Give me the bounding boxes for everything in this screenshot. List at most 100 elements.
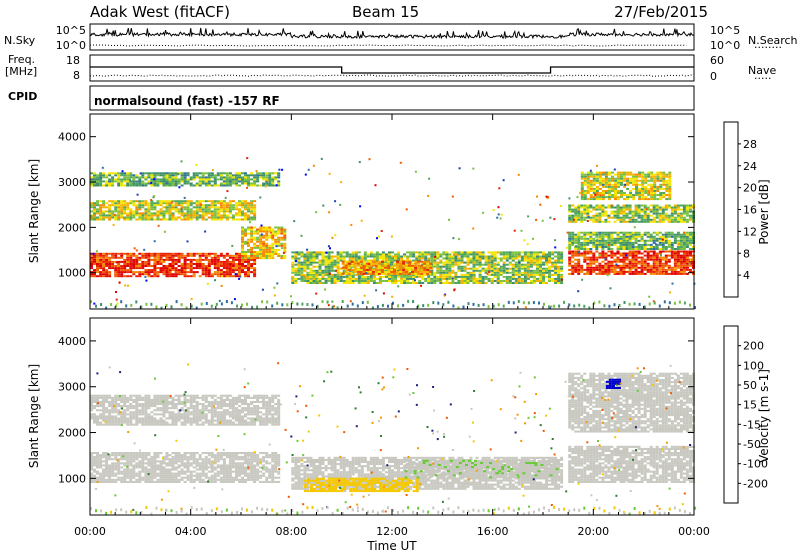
power-cell-r4 — [560, 259, 564, 262]
power-cell-r4 — [548, 277, 551, 280]
power-ground-speckle — [296, 302, 299, 306]
power-cell-r1 — [271, 242, 275, 245]
power-cell-r4 — [493, 253, 497, 256]
power-cell-r4 — [451, 282, 455, 284]
power-cell-r4 — [526, 261, 530, 264]
power-cell-r0 — [171, 256, 175, 259]
power-cell-r2 — [250, 216, 254, 219]
power-cell-r6 — [673, 270, 677, 273]
power-cell-r8 — [631, 214, 635, 217]
power-cell-r0 — [129, 258, 133, 261]
power-cell-r4 — [421, 282, 425, 284]
power-cell-r0 — [201, 254, 205, 257]
power-cell-r0 — [189, 269, 193, 272]
power-cell-r0 — [192, 267, 196, 270]
power-cell-r0 — [213, 256, 217, 259]
power-ytick-label: 3000 — [58, 176, 86, 189]
power-cell-r4 — [321, 275, 325, 278]
power-cell-r4 — [351, 251, 355, 254]
power-speckle — [144, 275, 147, 278]
power-cell-r6 — [589, 258, 593, 261]
power-cell-r0 — [132, 271, 136, 274]
power-cell-r4 — [505, 282, 509, 284]
power-cell-r9 — [626, 171, 630, 174]
power-cell-r8 — [670, 206, 674, 209]
power-cell-r3 — [277, 174, 281, 177]
power-cell-r5 — [380, 264, 384, 267]
power-cell-r7 — [601, 235, 605, 238]
power-ground-speckle — [593, 301, 596, 305]
power-cell-r7 — [568, 235, 572, 238]
power-cell-r2 — [90, 204, 93, 207]
power-speckle — [391, 295, 394, 298]
power-cell-r6 — [601, 272, 605, 275]
power-cell-r6 — [610, 252, 614, 255]
power-cell-r2 — [126, 212, 130, 215]
power-cell-r9 — [611, 175, 614, 178]
power-cell-r8 — [646, 206, 650, 209]
power-cell-r7 — [689, 239, 692, 242]
power-cell-r3 — [111, 180, 115, 183]
power-cell-r0 — [180, 271, 184, 274]
power-cell-r8 — [598, 220, 602, 223]
power-cell-r0 — [147, 275, 151, 278]
power-cell-r4 — [457, 282, 461, 284]
power-cell-r1 — [256, 246, 260, 249]
power-cell-r3 — [168, 172, 172, 175]
power-cell-r3 — [274, 176, 278, 179]
power-cell-r7 — [637, 235, 641, 238]
power-cell-r3 — [183, 174, 187, 177]
power-cell-r4 — [345, 277, 349, 280]
power-cell-r0 — [216, 271, 220, 274]
power-cell-r5 — [368, 268, 372, 271]
power-ground-speckle — [694, 306, 696, 310]
power-cell-r1 — [241, 236, 244, 239]
power-cell-r0 — [165, 271, 169, 274]
power-cell-r4 — [372, 259, 376, 262]
power-cell-r1 — [277, 242, 281, 245]
power-cell-r4 — [481, 251, 485, 254]
power-cell-r9 — [653, 183, 657, 186]
power-cell-r7 — [649, 246, 653, 248]
power-cell-r9 — [586, 187, 590, 190]
power-cell-r1 — [244, 232, 247, 235]
power-cell-r6 — [679, 268, 683, 271]
power-cell-r8 — [649, 204, 653, 207]
power-cell-r0 — [165, 273, 169, 276]
power-cell-r2 — [90, 202, 93, 205]
power-cell-r2 — [162, 206, 166, 209]
power-cell-r4 — [312, 280, 316, 282]
power-cell-r4 — [481, 269, 485, 272]
power-cell-r5 — [347, 260, 351, 263]
power-cell-r6 — [664, 262, 668, 265]
power-cell-r5 — [371, 264, 375, 267]
power-cell-r0 — [207, 269, 211, 272]
power-cell-r9 — [617, 190, 620, 192]
power-cell-r2 — [250, 202, 254, 205]
power-cell-r4 — [514, 271, 518, 274]
power-cell-r4 — [412, 282, 416, 284]
power-cell-r0 — [222, 254, 226, 257]
power-cell-r4 — [514, 280, 518, 282]
power-cell-r8 — [676, 220, 680, 223]
power-cell-r1 — [256, 257, 260, 260]
power-cell-r2 — [153, 206, 157, 209]
power-cell-r4 — [554, 273, 558, 276]
power-cell-r4 — [430, 280, 434, 282]
power-ground-speckle — [648, 302, 651, 306]
power-cell-r9 — [620, 194, 623, 196]
power-cell-r2 — [219, 214, 223, 217]
power-cell-r2 — [235, 212, 238, 215]
power-cell-r7 — [613, 237, 617, 240]
nsearch-legend-line: ········ — [754, 41, 782, 54]
power-speckle — [127, 284, 129, 287]
power-cell-r2 — [231, 216, 235, 219]
power-cell-r4 — [397, 280, 400, 282]
power-cell-r4 — [433, 263, 437, 266]
power-cell-r9 — [598, 181, 602, 184]
power-cell-r0 — [102, 252, 106, 255]
power-cell-r9 — [586, 173, 590, 176]
power-speckle — [518, 261, 521, 264]
power-ground-speckle — [427, 303, 430, 307]
power-cell-r4 — [351, 280, 355, 282]
